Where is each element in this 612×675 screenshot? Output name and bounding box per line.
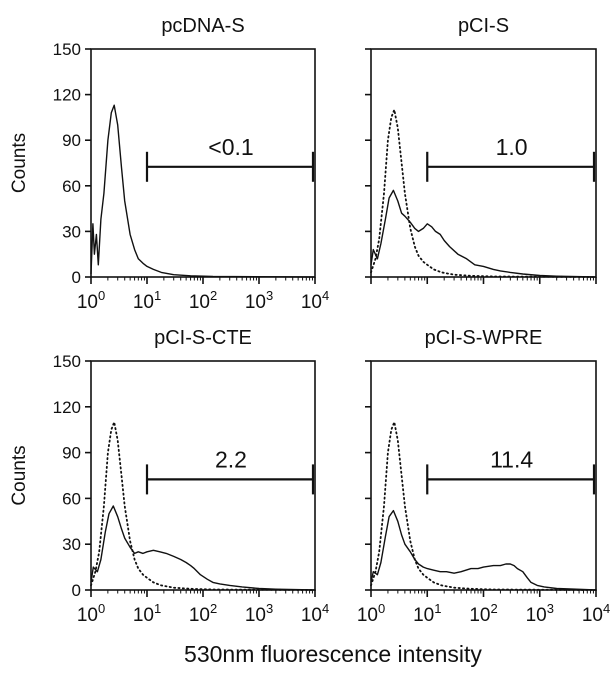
x-tick-label: 102 [189, 288, 217, 313]
panels-group: pcDNA-S 0 30 60 90 120 150 100 101 102 103 104 Count… [9, 15, 610, 626]
y-tick-label: 120 [53, 86, 81, 105]
x-tick-label: 101 [133, 601, 161, 626]
x-tick-label: 100 [77, 288, 105, 313]
y-tick-label: 30 [62, 222, 81, 241]
panel-2: pCI-S 1.0 [365, 15, 597, 284]
control-histogram [90, 421, 316, 591]
gate-percentage-label: 2.2 [215, 446, 247, 472]
panel-3: pCI-S-CTE 0 30 60 90 120 150 100 101 102 103 104 Cou… [9, 327, 329, 626]
gate-percentage-label: 11.4 [490, 446, 533, 472]
x-tick-label: 101 [133, 288, 161, 313]
plot-frame [370, 360, 597, 591]
x-tick-label: 101 [413, 601, 441, 626]
y-tick-label: 0 [72, 581, 81, 600]
y-tick-label: 60 [62, 177, 81, 196]
y-tick-label: 0 [72, 268, 81, 287]
plot-frame [90, 360, 316, 591]
gate-percentage-label: 1.0 [496, 134, 528, 160]
y-tick-label: 150 [53, 40, 81, 59]
plot-frame [370, 48, 597, 278]
x-tick-label: 100 [357, 601, 385, 626]
y-axis-title: Counts [9, 133, 30, 193]
control-histogram [370, 421, 597, 591]
control-histogram [370, 108, 597, 278]
y-tick-label: 120 [53, 398, 81, 417]
y-tick-label: 150 [53, 352, 81, 371]
y-tick-label: 30 [62, 535, 81, 554]
sample-histogram [370, 509, 597, 591]
x-tick-label: 104 [301, 288, 329, 313]
x-tick-label: 104 [582, 601, 610, 626]
x-tick-label: 100 [77, 601, 105, 626]
plot-frame [90, 48, 316, 278]
x-axis-title: 530nm fluorescence intensity [184, 641, 482, 667]
x-tick-label: 102 [189, 601, 217, 626]
y-tick-label: 90 [62, 131, 81, 150]
x-tick-label: 104 [301, 601, 329, 626]
x-tick-label: 103 [245, 288, 273, 313]
y-axis-title: Counts [9, 445, 30, 505]
panel-4: pCI-S-WPRE 100 101 102 103 104 11.4 [357, 327, 610, 626]
y-tick-label: 60 [62, 489, 81, 508]
x-tick-label: 102 [469, 601, 497, 626]
panel-1: pcDNA-S 0 30 60 90 120 150 100 101 102 103 104 Count… [9, 15, 329, 313]
y-tick-label: 90 [62, 444, 81, 463]
panel-title: pCI-S-WPRE [425, 327, 543, 349]
sample-histogram [90, 104, 316, 278]
panel-title: pCI-S [458, 15, 509, 37]
panel-title: pcDNA-S [161, 15, 244, 37]
x-tick-label: 103 [245, 601, 273, 626]
gate-percentage-label: <0.1 [208, 134, 253, 160]
x-tick-label: 103 [526, 601, 554, 626]
sample-histogram [90, 505, 316, 591]
panel-title: pCI-S-CTE [154, 327, 252, 349]
sample-histogram [370, 189, 597, 278]
